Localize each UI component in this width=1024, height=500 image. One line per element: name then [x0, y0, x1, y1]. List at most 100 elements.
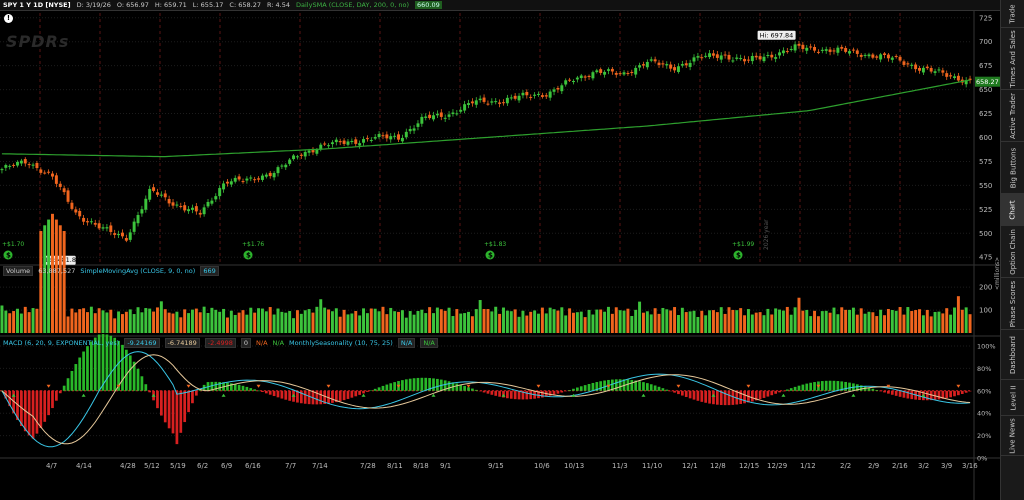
volume-bar: [393, 311, 397, 333]
info-icon[interactable]: !: [4, 14, 13, 23]
seasonality-label[interactable]: MonthlySeasonality (10, 75, 25): [289, 339, 393, 347]
volume-bar: [797, 297, 801, 333]
tab-trade[interactable]: Trade: [1001, 0, 1024, 28]
macd-histogram-bar: [432, 378, 435, 391]
symbol-label[interactable]: SPY 1 Y 1D [NYSE]: [3, 1, 71, 9]
volume-bar: [70, 308, 74, 333]
dividend-icon[interactable]: [243, 250, 253, 260]
volume-bar: [23, 306, 27, 333]
volume-bar: [544, 313, 548, 333]
macd-histogram-bar: [136, 368, 140, 391]
candle-body: [533, 94, 537, 96]
macd-histogram-bar: [572, 388, 575, 391]
candle-body: [564, 80, 568, 85]
tab-level-ii[interactable]: Level II: [1001, 380, 1024, 416]
macd-histogram-bar: [467, 387, 470, 391]
volume-pane-label: Volume 63,887,527 SimpleMovingAvg (CLOSE…: [3, 266, 219, 276]
candle-body: [381, 135, 385, 137]
arrow-down-icon: [956, 384, 961, 388]
sma-study-label[interactable]: DailySMA (CLOSE, DAY, 200, 0, no): [296, 1, 410, 9]
volume-sma-value: 669: [200, 266, 219, 276]
candle-body: [39, 169, 43, 173]
tab-times-and-sales[interactable]: Times And Sales: [1001, 28, 1024, 90]
candle-body: [910, 64, 914, 66]
volume-bar: [945, 308, 949, 333]
candle-body: [968, 78, 972, 81]
candle-body: [945, 73, 949, 77]
candle-body: [801, 44, 805, 50]
arrow-down-icon: [186, 384, 191, 388]
volume-bar: [62, 231, 66, 333]
volume-bar: [490, 311, 494, 333]
dividend-icon[interactable]: [3, 250, 13, 260]
volume-label[interactable]: Volume: [3, 266, 34, 276]
price-tick-label: 525: [979, 206, 992, 214]
candle-body: [8, 165, 12, 167]
candle-body: [848, 51, 852, 54]
macd-histogram-bar: [715, 390, 719, 405]
macd-histogram-bar: [284, 390, 288, 400]
tab-live-news[interactable]: Live News: [1001, 416, 1024, 456]
candle-body: [54, 175, 58, 184]
volume-bar: [58, 225, 62, 333]
volume-sma-label[interactable]: SimpleMovingAvg (CLOSE, 9, 0, no): [80, 267, 196, 275]
candle-body: [645, 61, 649, 68]
candle-body: [249, 177, 253, 179]
candle-body: [614, 72, 618, 75]
macd-histogram-bar: [801, 384, 805, 391]
volume-bar: [875, 316, 879, 333]
candle-body: [606, 69, 610, 71]
seasonality-na-2: N/A: [420, 338, 438, 348]
macd-histogram-bar: [463, 385, 466, 391]
candle-body: [0, 169, 4, 171]
tab-active-trader[interactable]: Active Trader: [1001, 90, 1024, 142]
dividend-icon[interactable]: [733, 250, 743, 260]
volume-bar: [949, 314, 953, 333]
tab-big-buttons[interactable]: Big Buttons: [1001, 142, 1024, 194]
volume-bar: [680, 307, 684, 333]
candle-body: [824, 49, 828, 51]
macd-histogram-bar: [626, 379, 630, 391]
candle-body: [754, 55, 758, 58]
volume-bar: [793, 307, 797, 333]
candle-body: [451, 112, 455, 115]
volume-bar: [673, 307, 677, 333]
volume-bar: [630, 315, 634, 333]
candle-body: [420, 116, 424, 124]
tab-dashboard[interactable]: Dashboard: [1001, 330, 1024, 380]
macd-histogram-bar: [229, 383, 233, 391]
dividend-icon[interactable]: [485, 250, 495, 260]
volume-bar: [813, 310, 817, 333]
volume-bar: [618, 310, 622, 333]
candle-body: [626, 72, 630, 74]
volume-bar: [416, 311, 420, 333]
volume-bar: [474, 309, 478, 333]
macd-histogram-bar: [774, 390, 778, 394]
candle-body: [179, 206, 183, 208]
volume-bar: [128, 309, 132, 333]
volume-bar: [513, 309, 517, 333]
macd-histogram-bar: [564, 390, 568, 392]
candle-body: [641, 64, 645, 66]
chart-canvas[interactable]: 725 700 675 650 625 600 575 550 525 500 475 Hi: 697…: [0, 0, 1000, 500]
tab-option-chain[interactable]: Option Chain: [1001, 226, 1024, 278]
volume-bar: [140, 312, 144, 333]
macd-histogram-bar: [867, 387, 871, 391]
volume-bar: [739, 308, 743, 333]
macd-label[interactable]: MACD (6, 20, 9, EXPONENTIAL, yes): [3, 339, 120, 347]
macd-histogram-bar: [673, 390, 676, 393]
tab-phase-scores[interactable]: Phase Scores: [1001, 278, 1024, 330]
candle-body: [859, 54, 863, 57]
volume-bar: [723, 313, 727, 333]
macd-histogram-bar: [82, 351, 85, 391]
candle-body: [183, 205, 187, 211]
macd-histogram-bar: [39, 390, 43, 429]
macd-diff-value: -2.4998: [204, 338, 236, 348]
volume-bar: [408, 311, 412, 333]
macd-histogram-bar: [490, 390, 494, 395]
volume-bar: [245, 314, 249, 333]
candle-body: [136, 215, 140, 224]
volume-bar: [879, 309, 883, 333]
tab-chart[interactable]: Chart: [1001, 194, 1024, 226]
volume-bar: [902, 314, 906, 333]
